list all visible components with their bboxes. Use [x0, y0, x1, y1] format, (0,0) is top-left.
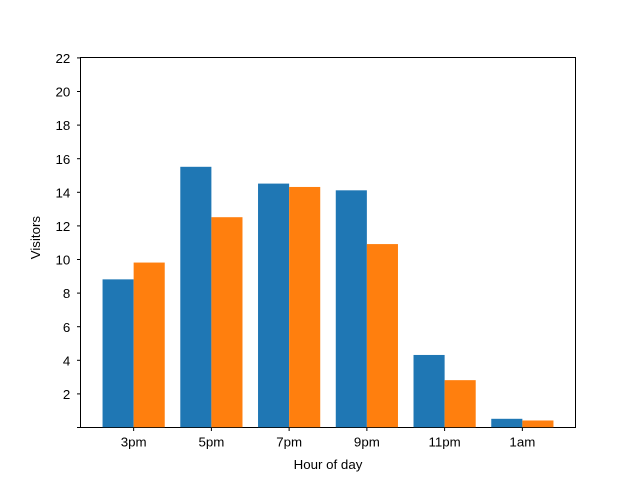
svg-text:7pm: 7pm [276, 434, 302, 449]
svg-text:14: 14 [56, 185, 71, 200]
svg-text:20: 20 [56, 85, 71, 100]
svg-text:6: 6 [63, 320, 70, 335]
svg-text:4: 4 [63, 353, 70, 368]
svg-text:2: 2 [63, 387, 70, 402]
svg-text:Visitors: Visitors [28, 216, 43, 260]
svg-text:Hour of day: Hour of day [294, 457, 363, 472]
svg-text:16: 16 [56, 152, 71, 167]
svg-text:3pm: 3pm [121, 434, 147, 449]
svg-text:22: 22 [56, 51, 71, 66]
svg-text:5pm: 5pm [198, 434, 224, 449]
svg-text:12: 12 [56, 219, 71, 234]
svg-text:10: 10 [56, 253, 71, 268]
svg-text:8: 8 [63, 286, 70, 301]
svg-text:9pm: 9pm [354, 434, 380, 449]
svg-text:1am: 1am [509, 434, 535, 449]
svg-text:11pm: 11pm [428, 434, 460, 449]
svg-text:18: 18 [56, 118, 71, 133]
